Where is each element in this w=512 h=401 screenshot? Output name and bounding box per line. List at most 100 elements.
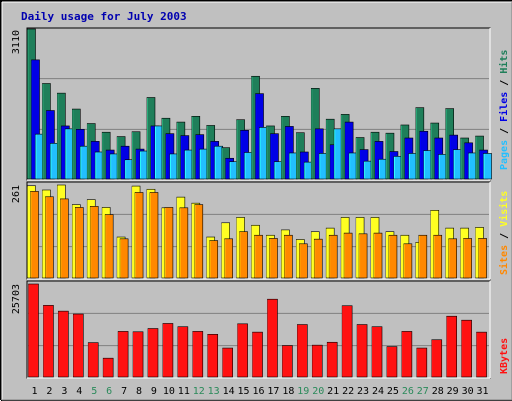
sites-bar [105, 215, 113, 278]
kbytes-bar [447, 316, 457, 377]
sites-bar [464, 238, 472, 278]
day-tick-label: 17 [267, 386, 279, 397]
sites-bar [75, 207, 83, 278]
series-name: Files [498, 92, 510, 122]
day-tick-label: 18 [282, 386, 294, 397]
day-tick-label: 14 [223, 386, 235, 397]
sites-bar [31, 191, 39, 278]
day-tick-label: 2 [46, 386, 52, 397]
day-tick-label: 30 [462, 386, 474, 397]
kbytes-bar [118, 331, 128, 377]
sites-bar [449, 239, 457, 278]
sites-bar [344, 233, 352, 278]
day-tick-label: 9 [151, 386, 157, 397]
sites-bar [180, 208, 188, 278]
kbytes-bar [148, 329, 158, 377]
kbytes-bar [267, 299, 277, 377]
kbytes-bar [417, 348, 427, 377]
kbytes-bar [402, 331, 412, 377]
kbytes-bar [297, 325, 307, 377]
kbytes-bar [342, 306, 352, 377]
kbytes-bar [387, 347, 397, 377]
kbytes-bar [29, 284, 39, 377]
sites-bar [419, 235, 427, 278]
kbytes-bar [462, 320, 472, 377]
kbytes-bar [43, 305, 53, 377]
kbytes-bar [103, 358, 113, 377]
day-tick-label: 31 [477, 386, 489, 397]
sites-bar [165, 207, 173, 278]
sites-bar [45, 197, 53, 278]
day-tick-label: 26 [402, 386, 414, 397]
sites-bar [374, 233, 382, 278]
series-side-label: Pages / Files / Hits [498, 50, 510, 170]
day-tick-label: 1 [31, 386, 37, 397]
ymax-label: 25703 [11, 284, 22, 314]
kbytes-panel: 25703 KBytes [11, 281, 510, 378]
kbytes-bar [73, 314, 83, 377]
day-tick-label: 11 [178, 386, 190, 397]
day-tick-label: 21 [327, 386, 339, 397]
kbytes-bar [253, 332, 263, 377]
day-tick-label: 4 [76, 386, 82, 397]
series-name: Pages [499, 140, 510, 170]
day-tick-label: 22 [342, 386, 354, 397]
sites-bar [434, 235, 442, 278]
sites-bar [150, 192, 158, 278]
sites-bar [60, 199, 68, 278]
series-name: Visits [498, 191, 510, 227]
day-tick-label: 12 [193, 386, 205, 397]
sites-bar [404, 244, 412, 278]
day-tick-label: 25 [387, 386, 399, 397]
sites-bar [359, 234, 367, 278]
sites-bar [240, 232, 248, 278]
day-tick-label: 24 [372, 386, 384, 397]
series-name: Sites [498, 245, 510, 275]
kbytes-bar [282, 346, 292, 377]
chart-title: Daily usage for July 2003 [21, 10, 187, 23]
day-tick-label: 20 [312, 386, 324, 397]
sites-bar [195, 205, 203, 278]
series-name: KBytes [499, 338, 510, 374]
sites-bar [299, 244, 307, 278]
day-tick-label: 29 [447, 386, 459, 397]
sites-bar [135, 192, 143, 278]
series-name: Hits [498, 50, 510, 74]
day-tick-label: 23 [357, 386, 369, 397]
sites-bar [329, 235, 337, 278]
day-tick-label: 3 [61, 386, 67, 397]
sites-bar [255, 235, 263, 278]
day-tick-label: 16 [252, 386, 264, 397]
pages-bar [484, 153, 492, 179]
kbytes-bar [372, 327, 382, 377]
sites-bar [269, 238, 277, 278]
sites-bar [90, 206, 98, 278]
day-tick-label: 15 [238, 386, 250, 397]
day-tick-label: 19 [297, 386, 309, 397]
sites-bar [284, 235, 292, 278]
sites-bar [225, 239, 233, 278]
day-tick-label: 10 [163, 386, 175, 397]
sites-bar [120, 239, 128, 278]
ymax-label: 3110 [11, 30, 22, 54]
kbytes-bar [477, 332, 487, 377]
kbytes-bar [432, 340, 442, 377]
sites-bar [210, 241, 218, 278]
series-side-label: KBytes [499, 338, 510, 374]
kbytes-bar [312, 345, 322, 377]
hits-files-pages-panel: 3110 Pages / Files / Hits [11, 28, 510, 180]
kbytes-bar [88, 343, 98, 377]
sites-bar [479, 238, 487, 278]
kbytes-bar [238, 324, 248, 377]
day-tick-label: 13 [208, 386, 220, 397]
day-tick-label: 7 [121, 386, 127, 397]
ymax-label: 261 [11, 185, 22, 203]
kbytes-bar [208, 334, 218, 377]
day-tick-label: 27 [417, 386, 429, 397]
kbytes-bar [133, 332, 143, 377]
day-tick-label: 8 [136, 386, 142, 397]
kbytes-bar [193, 331, 203, 377]
